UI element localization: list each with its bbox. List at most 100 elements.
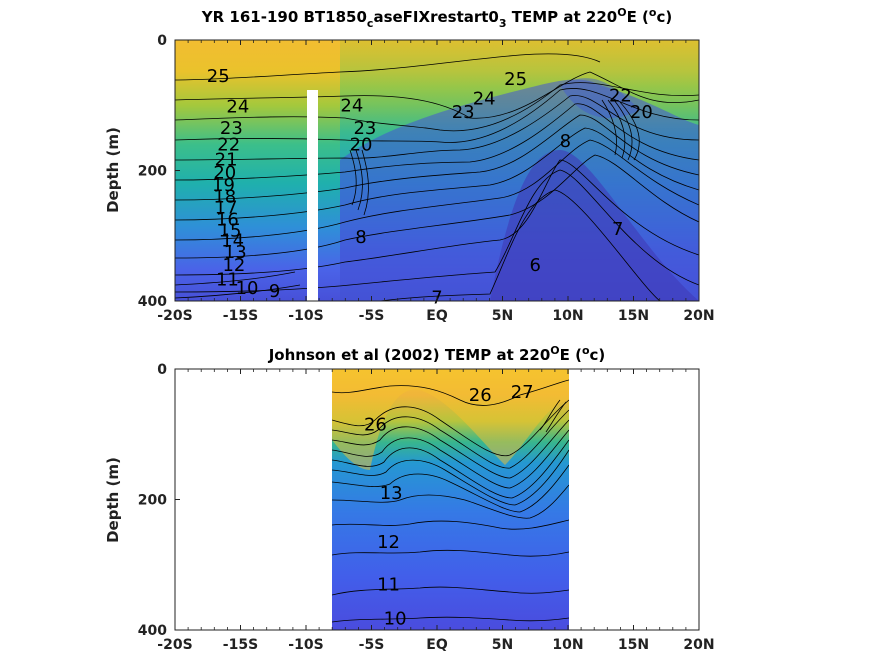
title-subscript: 3 [499, 17, 507, 30]
contour-line [175, 82, 699, 132]
title-part: aseFIXrestart0 [373, 8, 498, 26]
contour-line [175, 154, 699, 259]
contour-line [601, 99, 617, 156]
x-tick-label: 20N [683, 308, 714, 324]
bottom-panel-ticks: -20S -15S -10S -5S EQ 5N 10N 15N 20N 0 200 400 [138, 362, 715, 653]
x-tick-label: 20N [683, 637, 714, 653]
x-tick-label: 10N [552, 637, 583, 653]
contour-line [175, 169, 699, 293]
x-tick-label: -20S [157, 308, 192, 324]
contour-label: 14 [221, 230, 244, 251]
title-superscript: O [550, 344, 559, 357]
contour-line [332, 419, 569, 479]
x-tick-label: 15N [618, 637, 649, 653]
title-part: TEMP at 220 [507, 8, 618, 26]
x-tick-label: -10S [288, 308, 323, 324]
x-tick-label: -20S [157, 637, 192, 653]
contour-label: 24 [473, 89, 496, 110]
contour-label: 17 [215, 198, 238, 219]
y-tick-label: 200 [138, 164, 167, 180]
contour-label: 26 [469, 385, 492, 406]
y-tick-label: 0 [157, 362, 167, 378]
contour-label: 20 [350, 134, 373, 155]
x-tick-label: -10S [288, 637, 323, 653]
contour-label: 23 [353, 118, 376, 139]
contour-line [332, 399, 569, 457]
contour-label: 24 [340, 95, 363, 116]
contour-line [175, 53, 601, 81]
contour-line [332, 449, 569, 506]
contour-label: 10 [384, 608, 407, 629]
contour-line [332, 519, 569, 530]
y-tick-label: 400 [138, 294, 167, 310]
x-tick-label: 15N [618, 308, 649, 324]
title-part: E ( [560, 346, 582, 364]
x-tick-label: -15S [223, 308, 258, 324]
contour-line [175, 88, 699, 143]
contour-line [361, 149, 369, 216]
x-tick-label: EQ [426, 308, 448, 324]
bottom-y-axis-label: Depth (m) [104, 457, 122, 543]
contour-line [332, 616, 569, 623]
y-tick-label: 200 [138, 493, 167, 509]
contour-line [175, 103, 699, 181]
contour-label: 7 [612, 219, 623, 240]
contour-label: 6 [530, 255, 541, 276]
contour-label: 12 [377, 532, 400, 553]
contour-label: 23 [220, 118, 243, 139]
bottom-panel-title: Johnson et al (2002) TEMP at 220OE (oc) [268, 344, 606, 364]
contour-line [175, 284, 301, 299]
contour-line [379, 189, 661, 301]
contour-line [539, 399, 561, 431]
bottom-panel-plot: 26 27 26 13 12 11 10 -20S -15S -10S -5S EQ 5N 10N 15N… [104, 362, 715, 653]
contour-label: 11 [216, 269, 239, 290]
y-tick-label: 0 [157, 33, 167, 49]
contour-label: 20 [630, 102, 653, 123]
x-tick-label: -5S [359, 637, 385, 653]
contour-line [355, 149, 363, 211]
contour-label: 10 [236, 278, 259, 299]
contour-line [332, 464, 569, 513]
title-part: c) [656, 8, 672, 26]
contour-line [175, 95, 699, 161]
x-tick-label: 10N [552, 308, 583, 324]
title-superscript: O [617, 6, 626, 19]
title-part: c) [590, 346, 606, 364]
warm-water-region [332, 369, 569, 470]
top-y-axis-label: Depth (m) [104, 127, 122, 213]
title-superscript: o [649, 6, 657, 19]
x-tick-label: -15S [223, 637, 258, 653]
contour-label: 8 [560, 131, 571, 152]
contour-label: 27 [511, 382, 534, 403]
contour-label: 22 [609, 85, 632, 106]
contour-label: 22 [217, 134, 240, 155]
contour-line [175, 71, 699, 119]
contour-label: 13 [224, 242, 247, 263]
contour-label: 24 [226, 97, 249, 118]
top-panel-ticks: -20S -15S -10S -5S EQ 5N 10N 15N 20N 0 200 400 [138, 33, 715, 324]
contour-line [332, 429, 569, 489]
contour-label-group: 26 27 26 13 12 11 10 [364, 382, 534, 629]
contour-line [607, 99, 626, 159]
contour-label: 21 [215, 149, 238, 170]
contour-line [332, 484, 569, 519]
title-part: YR 161-190 BT1850 [201, 8, 367, 26]
contour-lines [332, 379, 569, 623]
contour-line [332, 439, 569, 499]
contour-line [332, 379, 569, 406]
top-panel-title: YR 161-190 BT1850caseFIXrestart03 TEMP a… [201, 6, 672, 30]
contour-line [175, 139, 699, 241]
contour-line [332, 549, 569, 557]
x-tick-label: -5S [359, 308, 385, 324]
contour-label: 20 [213, 162, 236, 183]
title-superscript: o [582, 344, 590, 357]
missing-data-column [307, 90, 318, 301]
contour-line [332, 409, 569, 469]
contour-label: 8 [355, 227, 366, 248]
x-tick-label: 5N [492, 637, 513, 653]
contour-lines [175, 53, 699, 301]
contour-label: 16 [216, 209, 239, 230]
contour-label: 23 [452, 102, 475, 123]
contour-label: 25 [504, 69, 527, 90]
